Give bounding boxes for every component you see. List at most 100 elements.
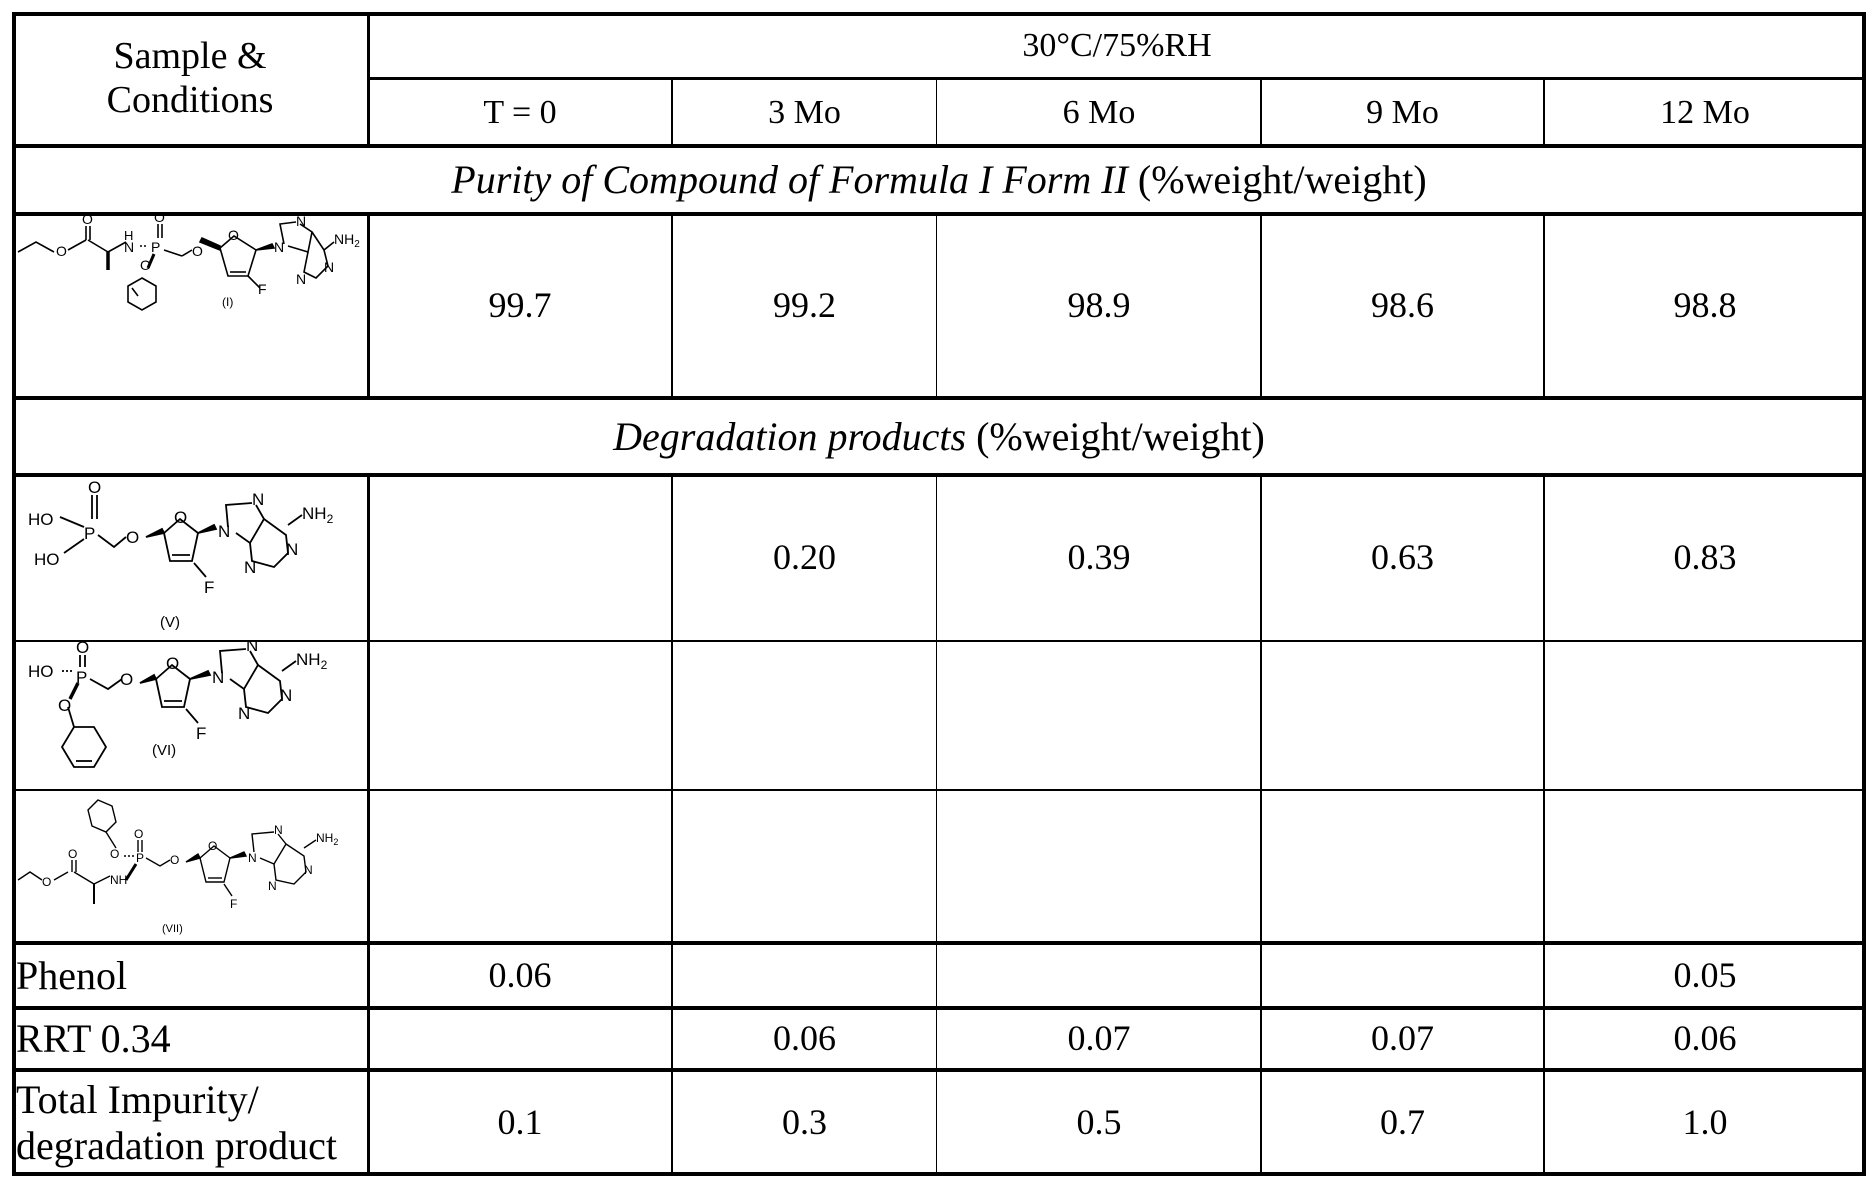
- rule-under-compound-v: [12, 640, 1866, 642]
- compound-vii-value-6mo: [937, 790, 1261, 943]
- compound-v-value-6mo: 0.39: [937, 475, 1261, 641]
- svg-text:N: N: [124, 239, 134, 255]
- border-right: [1862, 12, 1866, 1176]
- phenol-value-12mo: 0.05: [1544, 943, 1866, 1008]
- svg-text:NH2: NH2: [302, 504, 334, 526]
- compound-i-structure-icon: O O H N P O O O O F N N N N NH2 (I): [12, 214, 368, 398]
- svg-text:N: N: [248, 851, 257, 865]
- purity-value-9mo: 98.6: [1261, 214, 1544, 398]
- rule-under-phenol: [12, 1006, 1866, 1010]
- svg-text:NH: NH: [110, 873, 127, 887]
- compound-v-value-12mo: 0.83: [1544, 475, 1866, 641]
- total-value-t0: 0.1: [368, 1070, 672, 1176]
- svg-text:O: O: [174, 508, 187, 527]
- total-value-12mo: 1.0: [1544, 1070, 1866, 1176]
- svg-text:O: O: [134, 827, 143, 841]
- svg-text:N: N: [212, 668, 224, 687]
- svg-text:HO: HO: [28, 510, 54, 529]
- svg-text:N: N: [244, 558, 256, 577]
- svg-text:O: O: [208, 839, 217, 853]
- svg-text:F: F: [230, 897, 237, 911]
- compound-vii-structure-icon: O O P NH O O O O F N N N N NH2 (VII): [12, 790, 368, 943]
- phenol-value-3mo: [672, 943, 937, 1008]
- svg-text:N: N: [274, 823, 283, 837]
- compound-v-structure: O HO HO P O O F N N N N NH2 (V): [12, 475, 368, 641]
- rule-under-purity-row: [12, 396, 1866, 400]
- degradation-section-title: Degradation products (%weight/weight): [12, 398, 1866, 475]
- svg-text:O: O: [192, 243, 203, 259]
- col-rule-1: [367, 12, 370, 146]
- svg-text:NH2: NH2: [334, 231, 360, 250]
- purity-value-12mo: 98.8: [1544, 214, 1866, 398]
- compound-vii-structure: O O P NH O O O O F N N N N NH2 (VII): [12, 790, 368, 943]
- total-value-9mo: 0.7: [1261, 1070, 1544, 1176]
- total-value-3mo: 0.3: [672, 1070, 937, 1176]
- border-top: [12, 12, 1866, 16]
- svg-text:NH2: NH2: [296, 650, 328, 672]
- col-rule-1c: [367, 475, 370, 1176]
- svg-text:P: P: [84, 524, 95, 543]
- svg-text:(V): (V): [160, 614, 180, 631]
- timepoint-header-t0: T = 0: [368, 79, 672, 146]
- compound-vi-value-3mo: [672, 641, 937, 790]
- svg-text:N: N: [286, 540, 298, 559]
- svg-text:O: O: [170, 853, 179, 867]
- svg-text:O: O: [56, 243, 67, 259]
- phenol-value-6mo: [937, 943, 1261, 1008]
- compound-vii-value-3mo: [672, 790, 937, 943]
- svg-text:O: O: [42, 875, 51, 889]
- col-rule-5b: [1543, 214, 1545, 398]
- svg-text:N: N: [280, 686, 292, 705]
- svg-text:F: F: [258, 281, 267, 297]
- svg-text:N: N: [274, 239, 284, 255]
- rrt-value-3mo: 0.06: [672, 1008, 937, 1070]
- svg-text:(I): (I): [222, 295, 233, 309]
- purity-section-title: Purity of Compound of Formula I Form II …: [12, 146, 1866, 214]
- col-rule-3b: [936, 214, 937, 398]
- col-rule-1b: [367, 214, 370, 398]
- svg-text:F: F: [196, 724, 206, 743]
- compound-vii-value-t0: [368, 790, 672, 943]
- svg-text:N: N: [268, 879, 277, 893]
- compound-i-structure: O O H N P O O O O F N N N N NH2 (I): [12, 214, 368, 398]
- col-rule-5c: [1543, 475, 1545, 1176]
- svg-text:N: N: [252, 490, 264, 509]
- svg-text:N: N: [218, 522, 230, 541]
- rule-under-degradation-title: [12, 473, 1866, 477]
- compound-vii-value-9mo: [1261, 790, 1544, 943]
- svg-text:O: O: [58, 696, 71, 715]
- col-rule-4: [1260, 79, 1262, 146]
- col-rule-5: [1543, 79, 1545, 146]
- rule-under-condition: [368, 77, 1866, 80]
- rrt-value-9mo: 0.07: [1261, 1008, 1544, 1070]
- svg-text:(VI): (VI): [152, 742, 176, 759]
- svg-text:(VII): (VII): [162, 923, 183, 935]
- rrt-value-t0: [368, 1008, 672, 1070]
- compound-vi-structure: O HO P O O O F N N N N NH2 (VI): [12, 641, 368, 790]
- timepoint-header-9mo: 9 Mo: [1261, 79, 1544, 146]
- svg-text:O: O: [228, 227, 239, 243]
- compound-vi-structure-icon: O HO P O O O F N N N N NH2 (VI): [12, 641, 368, 790]
- compound-v-value-t0: [368, 475, 672, 641]
- compound-vi-value-12mo: [1544, 641, 1866, 790]
- compound-vii-value-12mo: [1544, 790, 1866, 943]
- rule-under-header: [12, 144, 1866, 148]
- phenol-value-t0: 0.06: [368, 943, 672, 1008]
- svg-text:P: P: [136, 851, 144, 865]
- compound-v-structure-icon: O HO HO P O O F N N N N NH2 (V): [12, 475, 368, 641]
- svg-text:N: N: [296, 271, 306, 287]
- stability-table: Sample & Conditions 30°C/75%RH T = 0 3 M…: [12, 12, 1866, 1176]
- border-bottom: [12, 1172, 1866, 1176]
- col-rule-2c: [671, 475, 673, 1176]
- sample-conditions-header: Sample & Conditions: [12, 12, 368, 146]
- rule-under-purity-title: [12, 212, 1866, 216]
- svg-text:P: P: [151, 239, 160, 255]
- compound-vi-value-t0: [368, 641, 672, 790]
- col-rule-2b: [671, 214, 673, 398]
- svg-text:N: N: [324, 259, 334, 275]
- svg-text:P: P: [76, 668, 87, 687]
- rule-under-compound-vii: [12, 941, 1866, 945]
- phenol-value-9mo: [1261, 943, 1544, 1008]
- svg-text:N: N: [246, 641, 258, 655]
- svg-text:N: N: [238, 704, 250, 723]
